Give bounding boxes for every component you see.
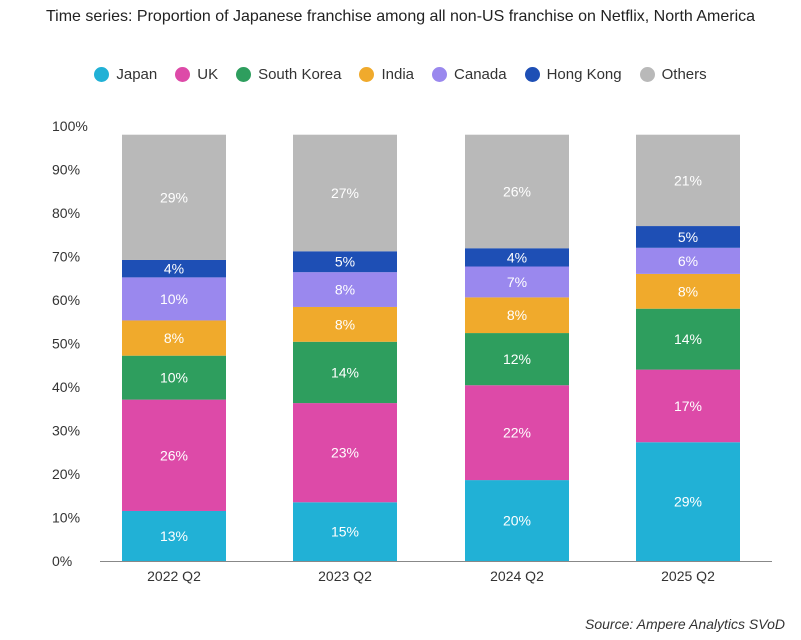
- data-label: 6%: [678, 253, 698, 269]
- bar-segment: [293, 134, 397, 252]
- data-label: 8%: [335, 282, 355, 298]
- bar-segment: [293, 341, 397, 404]
- bar-segment: [465, 297, 569, 334]
- data-label: 15%: [331, 524, 359, 540]
- data-label: 8%: [678, 283, 698, 299]
- legend-swatch: [236, 67, 252, 82]
- data-label: 23%: [331, 445, 359, 461]
- data-label: 22%: [503, 425, 531, 441]
- x-tick-label: 2023 Q2: [318, 568, 372, 584]
- y-tick-label: 100%: [52, 118, 88, 134]
- bar-segment: [465, 248, 569, 267]
- data-label: 8%: [507, 307, 527, 323]
- legend-item: UK: [175, 66, 218, 83]
- bar-segment: [293, 306, 397, 342]
- bar-segment: [122, 510, 226, 561]
- data-label: 5%: [335, 254, 355, 270]
- data-label: 13%: [160, 528, 188, 544]
- bar-segment: [636, 134, 740, 227]
- data-label: 4%: [164, 261, 184, 277]
- bar-segment: [122, 399, 226, 511]
- bar-segment: [636, 273, 740, 309]
- bar-segment: [293, 403, 397, 503]
- data-label: 14%: [674, 331, 702, 347]
- legend-swatch: [639, 67, 655, 82]
- legend-label: South Korea: [258, 66, 342, 83]
- bar-segment: [636, 369, 740, 443]
- legend-label: Japan: [116, 66, 158, 83]
- bar-segment: [465, 480, 569, 561]
- bar-segment: [122, 355, 226, 400]
- legend-item: South Korea: [236, 66, 341, 83]
- y-tick-label: 70%: [52, 249, 80, 265]
- data-label: 27%: [331, 185, 359, 201]
- legend-item: Japan: [94, 66, 157, 83]
- y-tick-label: 90%: [52, 162, 80, 178]
- bar-segment: [465, 134, 569, 249]
- data-label: 29%: [160, 189, 188, 205]
- data-label: 5%: [678, 229, 698, 245]
- y-tick-label: 40%: [52, 379, 80, 395]
- legend-label: India: [381, 66, 415, 83]
- x-tick-label: 2022 Q2: [147, 568, 201, 584]
- x-tick-label: 2024 Q2: [490, 568, 544, 584]
- bar-segment: [293, 251, 397, 273]
- y-tick-label: 60%: [52, 292, 80, 308]
- bar-segment: [122, 277, 226, 321]
- legend-item: Others: [639, 66, 707, 83]
- legend-swatch: [94, 67, 110, 82]
- bar-segment: [122, 134, 226, 260]
- y-tick-label: 80%: [52, 205, 80, 221]
- y-tick-label: 30%: [52, 423, 80, 439]
- bar-segment: [122, 259, 226, 278]
- data-label: 12%: [503, 351, 531, 367]
- bar-segment: [465, 266, 569, 298]
- bar-segment: [122, 320, 226, 356]
- data-label: 26%: [160, 447, 188, 463]
- legend-swatch: [524, 67, 540, 82]
- data-label: 7%: [507, 274, 527, 290]
- chart-title: Time series: Proportion of Japanese fran…: [45, 8, 756, 25]
- legend-label: Others: [661, 66, 707, 83]
- data-label: 10%: [160, 370, 188, 386]
- legend-swatch: [432, 67, 448, 82]
- data-label: 4%: [507, 249, 527, 265]
- legend-item: India: [359, 66, 414, 83]
- legend-swatch: [175, 67, 191, 82]
- bar-segment: [293, 502, 397, 561]
- data-label: 8%: [164, 330, 184, 346]
- bar-segment: [465, 385, 569, 481]
- y-tick-label: 50%: [52, 336, 80, 352]
- data-label: 20%: [503, 513, 531, 529]
- bar-segment: [636, 247, 740, 274]
- y-tick-label: 0%: [52, 553, 72, 569]
- bar-segment: [636, 226, 740, 248]
- y-tick-label: 20%: [52, 466, 80, 482]
- data-label: 26%: [503, 183, 531, 199]
- data-label: 29%: [674, 494, 702, 510]
- legend-item: Canada: [432, 66, 507, 83]
- bar-segment: [293, 272, 397, 307]
- data-label: 10%: [160, 291, 188, 307]
- data-label: 17%: [674, 398, 702, 414]
- data-label: 8%: [335, 316, 355, 332]
- legend-item: Hong Kong: [524, 66, 622, 83]
- legend-label: UK: [197, 66, 219, 83]
- y-tick-label: 10%: [52, 510, 80, 526]
- legend-label: Hong Kong: [546, 66, 622, 83]
- data-label: 14%: [331, 364, 359, 380]
- data-label: 21%: [674, 172, 702, 188]
- bar-segment: [636, 442, 740, 561]
- bar-segment: [465, 333, 569, 386]
- legend-label: Canada: [454, 66, 507, 83]
- chart-legend: Japan UK South Korea India Canada Hong Kong Ot…: [0, 66, 801, 83]
- x-tick-label: 2025 Q2: [661, 568, 715, 584]
- bar-segment: [636, 308, 740, 370]
- legend-swatch: [359, 67, 375, 82]
- source-note: Source: Ampere Analytics SVoD: [585, 616, 785, 632]
